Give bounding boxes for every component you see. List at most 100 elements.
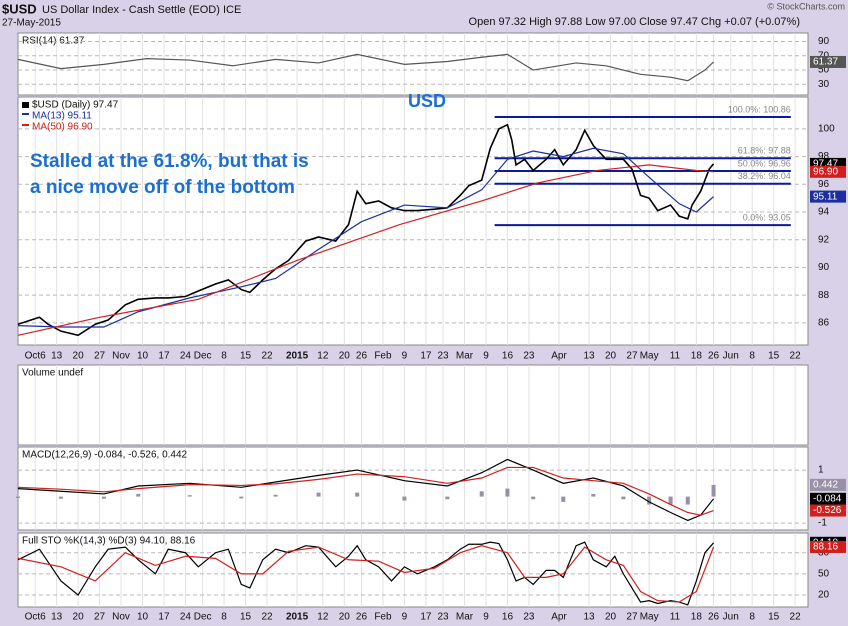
y-tick-label: 20: [818, 590, 830, 601]
x-tick-label: Dec: [194, 351, 212, 362]
y-tick-label: -1: [818, 518, 827, 529]
x-tick-label: 20: [339, 351, 351, 362]
histogram-bar: [402, 496, 407, 501]
x-tick-label: Apr: [551, 612, 567, 623]
x-tick-label: 18: [691, 351, 703, 362]
histogram-bar: [136, 493, 141, 497]
x-tick-label: 26: [356, 612, 368, 623]
value-box-label: 97.47: [813, 159, 838, 170]
x-tick-label: 18: [691, 612, 703, 623]
x-tick-label: 13: [51, 612, 63, 623]
x-tick-label: 10: [137, 612, 149, 623]
y-tick-label: 1: [818, 465, 824, 476]
value-box: [810, 492, 846, 505]
date: 27-May-2015: [2, 18, 61, 29]
annotation: Stalled at the 61.8%, but that is: [30, 151, 309, 172]
x-tick-label: 26: [708, 612, 720, 623]
histogram-bar: [479, 491, 484, 497]
x-tick-label: 26: [356, 351, 368, 362]
value-box: [810, 190, 846, 203]
histogram-bar: [668, 496, 673, 505]
y-tick-label: 90: [818, 262, 830, 273]
x-tick-label: 11: [670, 351, 681, 362]
x-tick-label: 23: [437, 351, 449, 362]
x-tick-label: Nov: [112, 351, 130, 362]
x-tick-label: 8: [221, 351, 227, 362]
x-tick-label: Oct6: [25, 351, 47, 362]
x-tick-label: 9: [483, 612, 489, 623]
x-tick-label: Feb: [374, 351, 392, 362]
x-tick-label: 20: [605, 351, 617, 362]
value-box: [810, 478, 846, 491]
y-tick-label: 50: [818, 65, 830, 76]
x-tick-label: 27: [94, 351, 106, 362]
x-tick-label: 15: [768, 612, 780, 623]
instrument-name: US Dollar Index - Cash Settle (EOD) ICE: [42, 4, 241, 16]
x-tick-label: 12: [317, 612, 329, 623]
x-tick-label: Oct6: [25, 612, 47, 623]
x-tick-label: 20: [339, 612, 351, 623]
x-tick-label: 15: [240, 351, 252, 362]
x-tick-label: 22: [261, 351, 273, 362]
fib-label: 100.0%: 100.86: [728, 104, 791, 114]
histogram-bar: [711, 484, 716, 497]
x-tick-label: 23: [437, 612, 449, 623]
x-tick-label: 9: [483, 351, 489, 362]
fib-label: 50.0%: 96.96: [738, 158, 791, 168]
histogram-bar: [355, 492, 360, 497]
y-tick-label: 70: [818, 50, 830, 61]
x-tick-label: 8: [749, 351, 755, 362]
x-tick-label: 9: [402, 351, 408, 362]
x-tick-label: 22: [790, 351, 802, 362]
x-tick-label: 16: [502, 612, 514, 623]
x-tick-label: May: [640, 351, 659, 362]
series-line: [17, 53, 714, 82]
x-tick-label: 24: [180, 351, 192, 362]
x-tick-label: 17: [420, 351, 432, 362]
fib-label: 61.8%: 97.88: [738, 146, 791, 156]
x-tick-label: 23: [523, 612, 535, 623]
x-tick-label: 15: [240, 612, 252, 623]
value-box: [810, 165, 846, 178]
x-tick-label: Dec: [194, 612, 212, 623]
value-box-label: -0.526: [813, 505, 842, 516]
legend-swatch: [22, 113, 29, 115]
panel-label: Full STO %K(14,3) %D(3) 94.10, 88.16: [22, 536, 196, 547]
x-tick-label: 27: [626, 612, 638, 623]
x-tick-label: 22: [790, 612, 802, 623]
x-tick-label: Feb: [374, 612, 392, 623]
y-tick-label: 98: [818, 151, 830, 162]
x-tick-label: Mar: [456, 351, 474, 362]
series-line: [17, 545, 715, 603]
histogram-bar: [101, 496, 106, 499]
legend-swatch: [22, 102, 29, 108]
fib-label: 0.0%: 93.05: [743, 213, 791, 223]
histogram-bar: [591, 493, 596, 497]
value-box-label: 95.11: [813, 191, 838, 202]
histogram-bar: [561, 496, 566, 502]
value-box: [810, 504, 846, 517]
x-tick-label: 2015: [286, 351, 309, 362]
histogram-bar: [16, 496, 20, 498]
credit: © StockCharts.com: [767, 1, 845, 11]
legend-entry: MA(50) 96.90: [32, 122, 93, 133]
x-tick-label: 11: [670, 612, 681, 623]
value-box-label: 96.90: [813, 166, 838, 177]
x-tick-label: 17: [158, 612, 170, 623]
y-tick-label: 94: [818, 207, 830, 218]
value-box-label: 0.442: [813, 480, 838, 491]
panel-label: Volume undef: [22, 368, 83, 379]
value-box-label: -0.084: [813, 493, 842, 504]
x-tick-label: 13: [51, 351, 63, 362]
panel-label: MACD(12,26,9) -0.084, -0.526, 0.442: [22, 450, 188, 461]
x-tick-label: 12: [317, 351, 329, 362]
x-tick-label: 17: [158, 351, 170, 362]
x-tick-label: 10: [137, 351, 149, 362]
legend-entry: MA(13) 95.11: [32, 111, 92, 122]
fib-label: 38.2%: 96.04: [738, 171, 791, 181]
x-tick-label: Mar: [456, 612, 474, 623]
series-line: [17, 466, 714, 516]
x-tick-label: 2015: [286, 612, 309, 623]
x-tick-label: Apr: [551, 351, 567, 362]
